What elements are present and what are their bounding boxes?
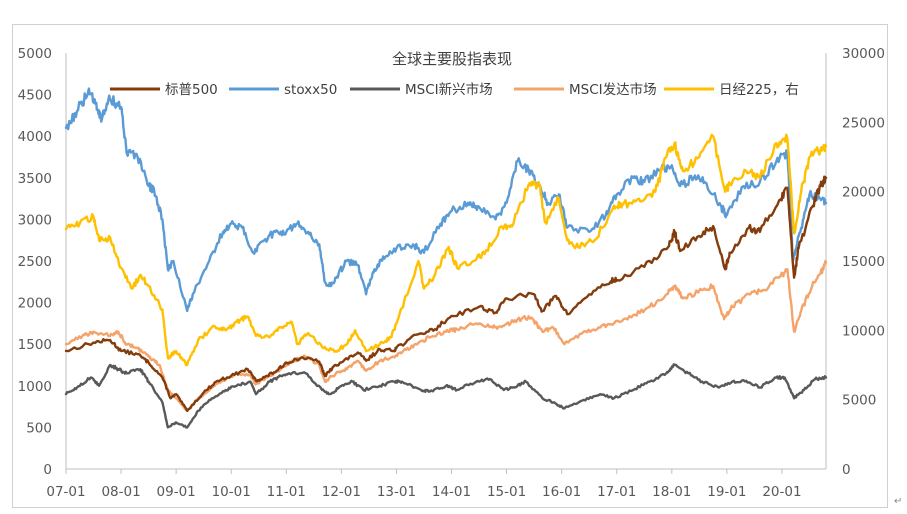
right-y-tick-label: 25000 [842,115,885,131]
right-y-tick-label: 30000 [842,46,885,62]
x-tick-label: 12-01 [322,484,361,500]
x-tick-label: 14-01 [432,484,471,500]
x-tick-label: 15-01 [487,484,526,500]
legend: 标普500 stoxx50 MSCI新兴市场 MSCI发达市场 日经225，右 [110,81,799,98]
chart-title: 全球主要股指表现 [392,50,512,68]
series-line-2 [64,363,828,429]
left-y-tick-label: 4000 [18,129,52,145]
legend-label: stoxx50 [284,82,337,98]
left-y-tick-label: 4500 [18,88,52,104]
x-tick-label: 16-01 [542,484,581,500]
right-y-tick-label: 15000 [842,254,885,270]
left-y-tick-label: 3500 [18,171,52,187]
left-y-tick-label: 0 [43,462,52,478]
legend-label: MSCI新兴市场 [405,81,493,98]
x-tick-label: 19-01 [707,484,746,500]
right-y-tick-label: 5000 [842,393,876,409]
left-y-tick-label: 2500 [18,254,52,270]
left-y-tick-label: 2000 [18,296,52,312]
x-tick-label: 13-01 [377,484,416,500]
right-y-tick-label: 0 [842,462,851,478]
left-y-tick-label: 500 [26,420,52,436]
series-line-4 [64,133,828,367]
x-tick-label: 11-01 [267,484,306,500]
left-y-tick-label: 5000 [18,46,52,62]
left-y-tick-label: 1500 [18,337,52,353]
x-tick-label: 08-01 [101,484,140,500]
paragraph-mark: ↵ [894,496,903,507]
right-y-tick-label: 20000 [842,185,885,201]
legend-label: 日经225，右 [719,82,799,98]
left-y-tick-label: 1000 [18,379,52,395]
x-tick-label: 18-01 [652,484,691,500]
x-tick-label: 20-01 [762,484,801,500]
x-tick-label: 07-01 [46,484,85,500]
x-tick-label: 09-01 [157,484,196,500]
series-line-0 [64,175,828,412]
legend-label: MSCI发达市场 [569,81,657,98]
x-tick-label: 10-01 [212,484,251,500]
right-y-tick-label: 10000 [842,323,885,339]
x-tick-label: 17-01 [597,484,636,500]
axes: 0 500 1000 1500 2000 2500 3000 3500 4000 4500 5000… [18,46,885,500]
series-layer [64,87,828,429]
legend-label: 标普500 [165,82,218,98]
series-line-1 [64,87,828,313]
chart-frame [12,24,888,508]
left-y-tick-label: 3000 [18,212,52,228]
